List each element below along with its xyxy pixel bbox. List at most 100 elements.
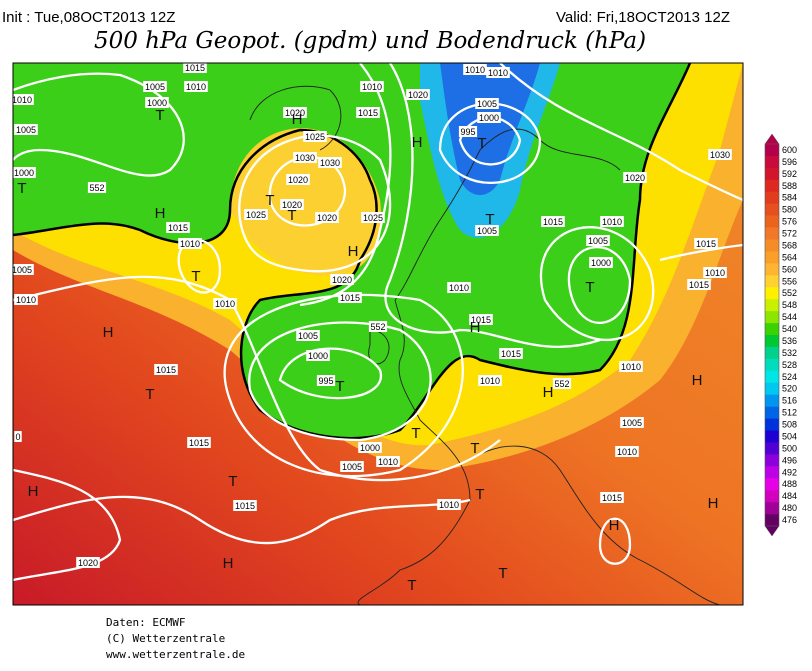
isobar-label-bg	[306, 350, 330, 361]
isobar-label: 1020	[317, 213, 337, 223]
colorbar-label: 492	[782, 467, 797, 477]
pressure-center: T	[407, 577, 416, 594]
valid-time: Valid: Fri,18OCT2013 12Z	[556, 9, 730, 26]
isobar-label-bg	[280, 199, 304, 210]
isobar-label-bg	[293, 152, 317, 163]
colorbar-swatch	[765, 346, 779, 360]
isobar-label-bg	[600, 492, 624, 503]
colorbar-label: 548	[782, 300, 797, 310]
colorbar-swatch	[765, 442, 779, 455]
colorbar-swatch	[765, 239, 779, 252]
colorbar-label: 560	[782, 264, 797, 274]
isobar-label-bg	[13, 94, 34, 105]
isobar-label-bg	[463, 64, 487, 75]
isobar-label-bg	[623, 172, 647, 183]
isobar-label: 1020	[282, 200, 302, 210]
isobar-label: 1005	[477, 226, 497, 236]
isobar-label-bg	[87, 182, 107, 193]
pressure-center: H	[223, 555, 234, 572]
isobar-label: 1010	[362, 82, 382, 92]
isobar-label-bg	[478, 375, 502, 386]
isobar-label: 1015	[340, 293, 360, 303]
isobar-label: 1020	[408, 90, 428, 100]
pressure-center: H	[609, 517, 620, 534]
colorbar-label: 488	[782, 479, 797, 489]
isobar-label-bg	[600, 216, 624, 227]
isobar-label: 1010	[465, 65, 485, 75]
isobar-label-bg	[469, 314, 493, 325]
isobar-label-bg	[283, 107, 307, 118]
colorbar-label: 568	[782, 240, 797, 250]
isobar-label-bg	[318, 157, 342, 168]
colorbar-swatch	[765, 430, 779, 443]
isobar-label: 1000	[360, 443, 380, 453]
colorbar-swatch	[765, 382, 779, 395]
isobar-label-bg	[14, 431, 22, 442]
isobar-label-bg	[541, 216, 565, 227]
isobar-label: 552	[554, 379, 569, 389]
isobar-label-bg	[340, 461, 364, 472]
isobar-label: 1010	[488, 68, 508, 78]
colorbar-swatch	[765, 358, 779, 372]
footer-line: www.wetterzentrale.de	[106, 648, 245, 661]
isobar-label: 1010	[378, 457, 398, 467]
pressure-center: T	[498, 565, 507, 582]
pressure-center: T	[265, 192, 274, 209]
colorbar-label: 556	[782, 276, 797, 286]
colorbar-label: 544	[782, 312, 797, 322]
colorbar-swatch	[765, 394, 779, 407]
colorbar-label: 496	[782, 455, 797, 465]
isobar-label: 1010	[186, 82, 206, 92]
isobar-label-bg	[687, 279, 711, 290]
isobar-label-bg	[356, 107, 380, 118]
isobar-label-bg	[183, 63, 207, 73]
isobar-label: 1005	[16, 125, 36, 135]
colorbar-swatch	[765, 155, 779, 169]
colorbar-swatch	[765, 490, 779, 503]
colorbar-label: 584	[782, 193, 797, 203]
isobar-labels: 1015 1005 1010 1000 1010 1005 1000 1020 1025 1030…	[12, 63, 732, 568]
pressure-center: T	[155, 107, 164, 124]
coastlines	[249, 85, 721, 605]
isobar-label-bg	[315, 212, 339, 223]
isobar-label-bg	[589, 257, 613, 268]
isobar-label: 1020	[625, 173, 645, 183]
pressure-center: T	[475, 486, 484, 503]
isobar-label-bg	[13, 167, 36, 178]
isobar-label: 1020	[332, 275, 352, 285]
colorbar-swatch	[765, 335, 779, 348]
isobar-label-bg	[586, 235, 610, 246]
isobar-label-bg	[154, 364, 178, 375]
isobar-label: 1015	[543, 217, 563, 227]
pressure-center: T	[17, 180, 26, 197]
isobar-label: 1015	[235, 501, 255, 511]
colorbar-label: 596	[782, 157, 797, 167]
colorbar-label: 484	[782, 491, 797, 501]
colorbar-label: 580	[782, 205, 797, 215]
colorbar-swatch	[765, 287, 779, 300]
isobar-label: 552	[370, 322, 385, 332]
pressure-center: T	[477, 135, 486, 152]
isobar-label: 0	[15, 432, 20, 442]
isobar-label: 1005	[12, 265, 32, 275]
colorbar-label: 524	[782, 372, 797, 382]
pressure-center: H	[543, 384, 554, 401]
isobar-label-bg	[619, 361, 643, 372]
colorbar-swatch	[765, 418, 779, 431]
isobar-label-bg	[184, 81, 208, 92]
isobar-label: 1015	[689, 280, 709, 290]
pressure-center: T	[411, 425, 420, 442]
isobar-label-bg	[361, 212, 385, 223]
map-frame	[12, 62, 744, 606]
isobar-label: 1010	[16, 295, 36, 305]
isobar-label-bg	[14, 124, 38, 135]
isobars	[13, 63, 743, 582]
isobar-label-bg	[475, 225, 499, 236]
footer-line: (C) Wetterzentrale	[106, 632, 225, 645]
colorbar-label: 512	[782, 408, 797, 418]
colorbar-label: 588	[782, 181, 797, 191]
colorbar-label: 516	[782, 396, 797, 406]
isobar-label: 1030	[320, 158, 340, 168]
colorbar-label: 476	[782, 515, 797, 525]
isobar-label-bg	[406, 89, 430, 100]
